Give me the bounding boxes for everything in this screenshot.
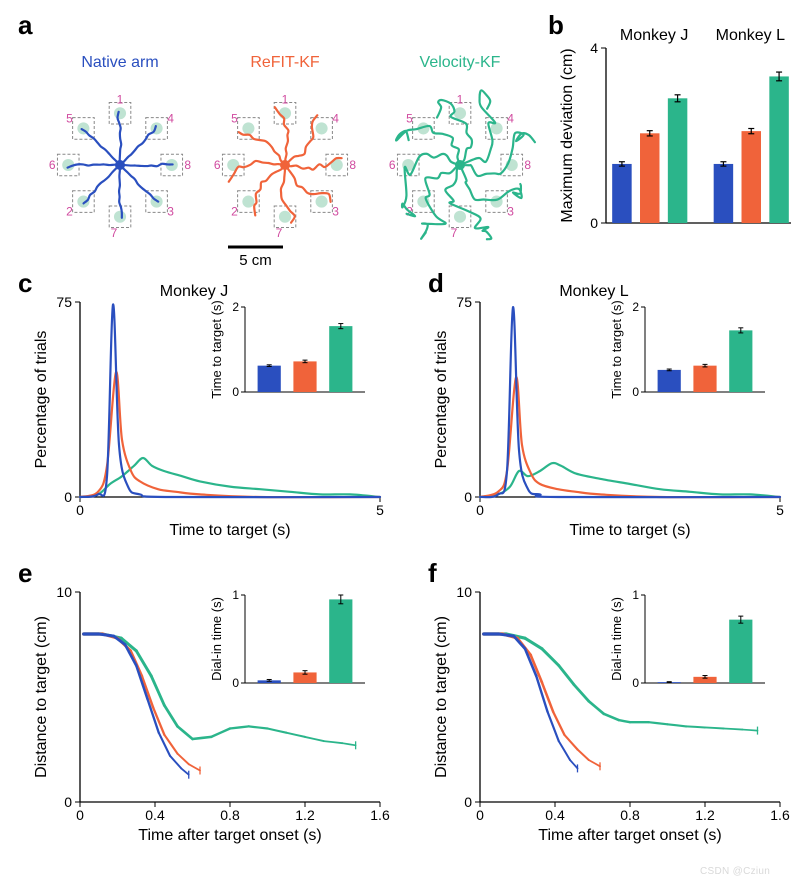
panel-a: Native arm 1 4 8 3 7 2 6 5 ReFIT-KF 1 4 8 3 7 2 6 5 Veloci… <box>10 15 550 275</box>
svg-text:5: 5 <box>376 502 384 518</box>
svg-text:Dial-in time (s): Dial-in time (s) <box>609 597 624 681</box>
svg-text:75: 75 <box>56 294 72 310</box>
svg-text:0: 0 <box>64 794 72 810</box>
svg-text:Monkey L: Monkey L <box>559 283 628 300</box>
svg-text:2: 2 <box>66 205 73 219</box>
svg-text:1: 1 <box>457 92 464 106</box>
svg-text:1.2: 1.2 <box>295 807 315 823</box>
svg-text:1.6: 1.6 <box>370 807 390 823</box>
panel-b: 0 4 Maximum deviation (cm) Monkey J Monkey L <box>548 18 808 268</box>
svg-text:5: 5 <box>406 111 413 125</box>
panel-c: 0 5 0 75 Time to target (s) Percentage of tri… <box>18 272 418 562</box>
svg-text:0.4: 0.4 <box>545 807 565 823</box>
svg-text:0: 0 <box>632 385 639 399</box>
svg-text:Distance to target (cm): Distance to target (cm) <box>33 616 50 778</box>
svg-text:0: 0 <box>232 676 239 690</box>
svg-text:ReFIT-KF: ReFIT-KF <box>250 54 320 71</box>
svg-text:0: 0 <box>64 489 72 505</box>
svg-text:5: 5 <box>231 111 238 125</box>
panel-f: 00.40.81.21.6010Time after target onset … <box>418 562 809 872</box>
svg-text:8: 8 <box>349 158 356 172</box>
svg-text:3: 3 <box>167 205 174 219</box>
svg-text:4: 4 <box>507 111 514 125</box>
svg-text:Percentage of trials: Percentage of trials <box>33 331 50 469</box>
svg-text:Time to target (s): Time to target (s) <box>169 522 290 539</box>
svg-text:Monkey L: Monkey L <box>716 27 785 44</box>
svg-text:0: 0 <box>464 489 472 505</box>
svg-text:5 cm: 5 cm <box>239 252 272 269</box>
svg-text:3: 3 <box>507 205 514 219</box>
svg-text:4: 4 <box>167 111 174 125</box>
svg-text:4: 4 <box>590 40 598 56</box>
svg-text:0: 0 <box>476 807 484 823</box>
svg-text:10: 10 <box>456 584 472 600</box>
svg-text:7: 7 <box>276 226 283 240</box>
svg-text:0: 0 <box>464 794 472 810</box>
svg-text:Distance to target (cm): Distance to target (cm) <box>433 616 450 778</box>
svg-text:Monkey J: Monkey J <box>160 283 228 300</box>
svg-text:0.4: 0.4 <box>145 807 165 823</box>
svg-text:4: 4 <box>332 111 339 125</box>
svg-text:0: 0 <box>76 502 84 518</box>
svg-text:Percentage of trials: Percentage of trials <box>433 331 450 469</box>
svg-text:3: 3 <box>332 205 339 219</box>
panel-d: 0 5 0 75 Time to target (s) Percentage of tri… <box>418 272 809 562</box>
svg-text:8: 8 <box>524 158 531 172</box>
svg-text:0: 0 <box>632 676 639 690</box>
svg-text:Time to target (s): Time to target (s) <box>569 522 690 539</box>
svg-text:0: 0 <box>476 502 484 518</box>
svg-text:Time to target (s): Time to target (s) <box>609 300 624 398</box>
svg-text:0: 0 <box>590 215 598 231</box>
svg-text:Velocity-KF: Velocity-KF <box>420 54 501 71</box>
svg-text:10: 10 <box>56 584 72 600</box>
svg-text:Native arm: Native arm <box>81 54 158 71</box>
svg-text:6: 6 <box>389 158 396 172</box>
svg-text:5: 5 <box>776 502 784 518</box>
svg-text:1.6: 1.6 <box>770 807 790 823</box>
svg-text:1.2: 1.2 <box>695 807 715 823</box>
svg-text:7: 7 <box>111 226 118 240</box>
svg-text:0: 0 <box>232 385 239 399</box>
svg-text:Time to target (s): Time to target (s) <box>209 300 224 398</box>
svg-text:6: 6 <box>49 158 56 172</box>
svg-text:2: 2 <box>232 300 239 314</box>
figure-root: a b c d e f Native arm14837265ReFIT-KF14… <box>0 0 809 883</box>
svg-text:8: 8 <box>184 158 191 172</box>
svg-text:5: 5 <box>66 111 73 125</box>
svg-text:1: 1 <box>232 588 239 602</box>
svg-text:6: 6 <box>214 158 221 172</box>
svg-text:Time after target onset (s): Time after target onset (s) <box>138 827 321 844</box>
svg-text:Dial-in time (s): Dial-in time (s) <box>209 597 224 681</box>
svg-text:1: 1 <box>282 92 289 106</box>
svg-text:1: 1 <box>632 588 639 602</box>
watermark: CSDN @Cziun <box>700 866 770 877</box>
svg-text:Time after target onset (s): Time after target onset (s) <box>538 827 721 844</box>
svg-text:0: 0 <box>76 807 84 823</box>
panel-e: 00.40.81.21.6010Time after target onset … <box>18 562 418 872</box>
svg-text:0.8: 0.8 <box>620 807 640 823</box>
svg-text:2: 2 <box>632 300 639 314</box>
svg-text:0.8: 0.8 <box>220 807 240 823</box>
svg-text:Maximum deviation (cm): Maximum deviation (cm) <box>559 48 576 222</box>
svg-text:75: 75 <box>456 294 472 310</box>
svg-text:7: 7 <box>451 226 458 240</box>
svg-text:1: 1 <box>117 92 124 106</box>
svg-text:2: 2 <box>231 205 238 219</box>
svg-text:Monkey J: Monkey J <box>620 27 688 44</box>
